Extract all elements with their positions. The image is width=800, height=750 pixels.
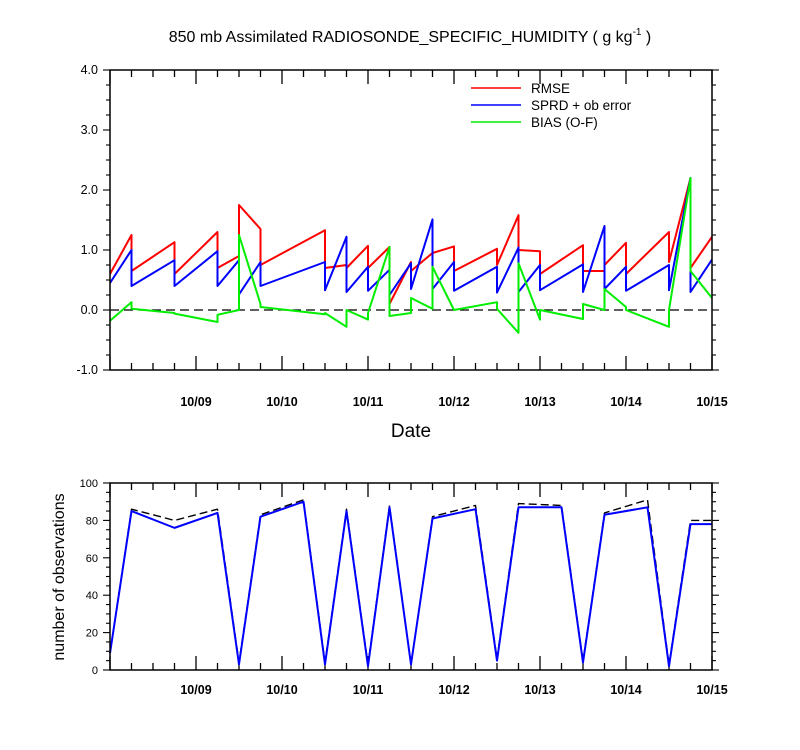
top-x-tick-label: 10/13	[524, 395, 555, 409]
bottom-x-tick-label: 10/10	[266, 683, 297, 697]
legend-label-sprd: SPRD + ob error	[531, 98, 632, 113]
series-line-assimilated	[109, 500, 712, 668]
bottom-plot-frame	[109, 482, 713, 671]
chart-title-superscript: -1	[633, 27, 642, 38]
top-tick-layer	[103, 69, 719, 371]
bottom-y-tick-label: 60	[86, 553, 98, 565]
bottom-x-tick-label: 10/13	[524, 683, 555, 697]
top-y-tick-label: 0.0	[81, 303, 98, 317]
top-plot-frame	[109, 69, 713, 371]
top-y-tick-labels: -1.0 0.0 1.0 2.0 3.0 4.0	[76, 63, 98, 377]
top-x-tick-label: 10/15	[696, 395, 727, 409]
bottom-x-tick-label: 10/15	[696, 683, 727, 697]
bottom-x-tick-label: 10/12	[438, 683, 469, 697]
chart-title: 850 mb Assimilated RADIOSONDE_SPECIFIC_H…	[169, 27, 652, 46]
bottom-y-tick-label: 100	[80, 478, 98, 490]
legend: RMSE SPRD + ob error BIAS (O-F)	[471, 81, 632, 130]
top-x-tick-label: 10/14	[610, 395, 641, 409]
bottom-y-tick-labels: 0 20 40 60 80 100	[80, 478, 98, 677]
top-y-tick-label: 1.0	[81, 243, 98, 257]
series-line-bias-o-f	[109, 177, 713, 334]
bottom-x-tick-label: 10/09	[180, 683, 211, 697]
bottom-x-tick-label: 10/14	[610, 683, 641, 697]
top-chart-panel: 850 mb Assimilated RADIOSONDE_SPECIFIC_H…	[76, 27, 727, 442]
top-x-tick-label: 10/09	[180, 395, 211, 409]
legend-label-rmse: RMSE	[531, 81, 570, 96]
bottom-x-tick-labels: 10/09 10/10 10/11 10/12 10/13 10/14 10/15	[180, 683, 727, 697]
top-y-tick-label: 2.0	[81, 183, 98, 197]
series-line-possible	[109, 499, 712, 666]
top-x-tick-label: 10/10	[266, 395, 297, 409]
bottom-y-tick-label: 0	[92, 665, 98, 677]
series-line-sprd-ob-error	[109, 177, 713, 296]
top-y-tick-label: 3.0	[81, 123, 98, 137]
top-x-tick-label: 10/12	[438, 395, 469, 409]
chart-title-end: )	[641, 29, 651, 46]
bottom-y-tick-label: 20	[86, 628, 98, 640]
y-axis-label-observations: number of observations	[51, 493, 68, 660]
legend-label-bias: BIAS (O-F)	[531, 115, 598, 130]
top-y-tick-label: 4.0	[81, 63, 98, 77]
bottom-x-tick-label: 10/11	[353, 683, 384, 697]
bottom-tick-layer	[103, 482, 719, 671]
bottom-y-tick-label: 40	[86, 590, 98, 602]
x-axis-label: Date	[391, 421, 431, 442]
bottom-series-layer	[109, 499, 712, 668]
top-y-tick-label: -1.0	[76, 363, 98, 377]
top-x-tick-labels: 10/09 10/10 10/11 10/12 10/13 10/14 10/15	[180, 395, 727, 409]
chart-title-main: 850 mb Assimilated RADIOSONDE_SPECIFIC_H…	[169, 29, 633, 46]
bottom-y-tick-label: 80	[86, 515, 98, 527]
top-x-tick-label: 10/11	[353, 395, 384, 409]
top-series-layer	[109, 177, 713, 334]
